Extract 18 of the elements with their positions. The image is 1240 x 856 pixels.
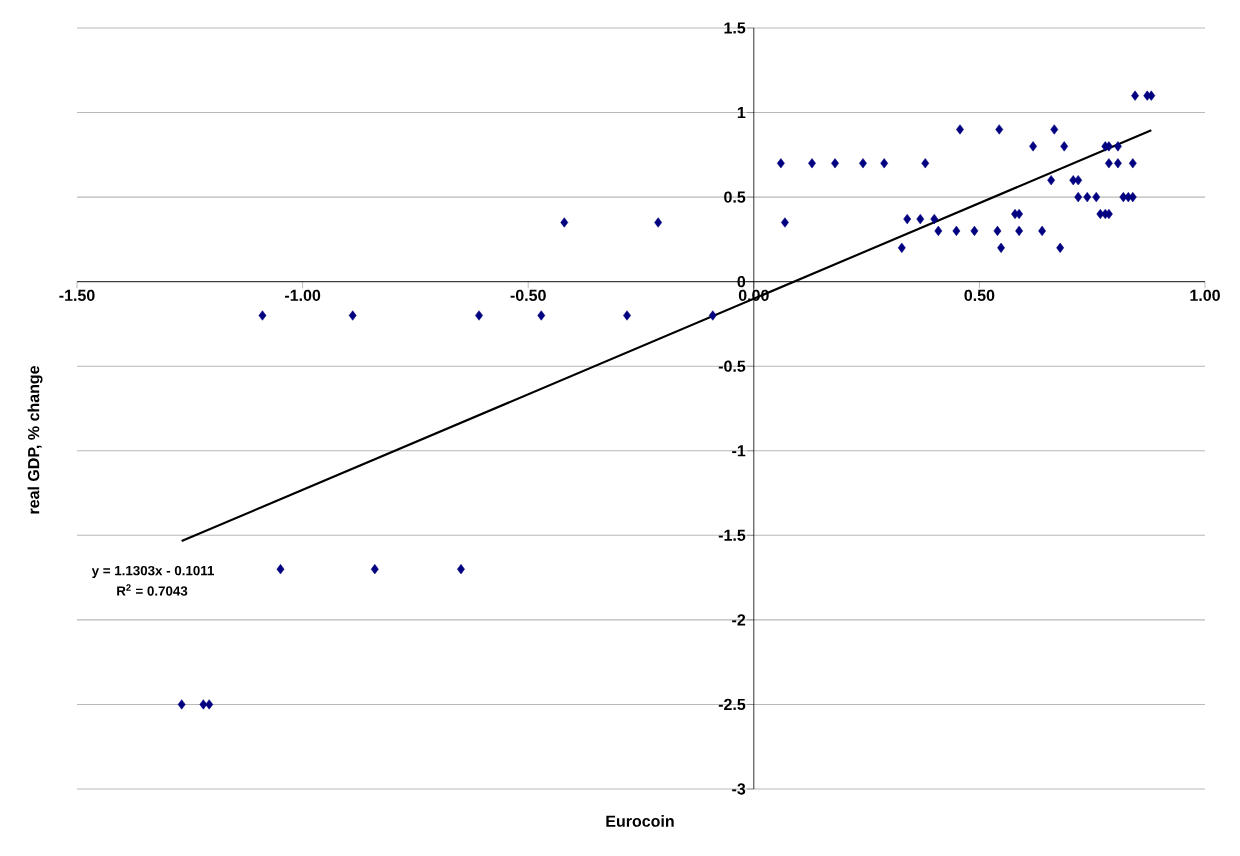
y-tick-label: -1.5 [718,529,746,541]
y-tick-label: -1 [732,445,746,457]
x-tick-label: -1.50 [59,289,95,302]
annotation: R$^{2}$ = 0.7043 [117,584,188,596]
y-tick-label: -0.5 [718,360,746,372]
y-tick-label: 1 [737,107,746,119]
y-axis-title: real GDP, % change [27,366,43,514]
annotation: y = 1.1303x - 0.1011 [91,565,214,578]
y-tick-label: -2.5 [718,698,746,711]
y-tick-label: 1.5 [724,22,746,34]
y-tick-label: 0.5 [724,191,746,203]
x-tick-label: 0.50 [964,289,995,302]
x-axis-title: Eurocoin [606,815,674,827]
x-tick-label: 1.00 [1190,289,1220,302]
x-tick-label: -0.50 [510,289,546,302]
y-tick-label: -2 [732,614,746,626]
y-tick-label: -3 [732,783,746,795]
x-tick-label: -1.00 [285,289,321,302]
